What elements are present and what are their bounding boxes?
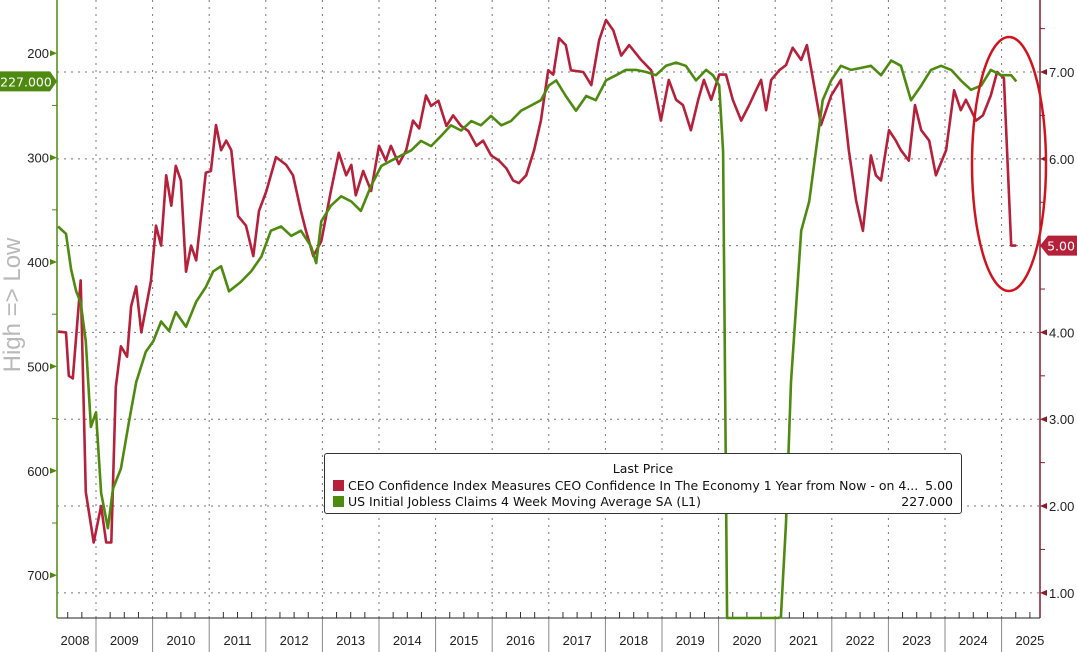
right-tick-label: 1.00 bbox=[1049, 586, 1074, 601]
x-tick-label: 2025 bbox=[1015, 633, 1044, 648]
x-tick-label: 2023 bbox=[902, 633, 931, 648]
legend-value: 227.000 bbox=[901, 493, 953, 509]
ceo-confidence-line bbox=[57, 18, 1017, 544]
grid bbox=[57, 0, 1040, 618]
left-tick-label: 700 bbox=[27, 568, 49, 583]
legend-name: US Initial Jobless Claims 4 Week Moving … bbox=[348, 493, 701, 509]
right-tick-marker bbox=[1040, 503, 1047, 510]
annotation-ellipse bbox=[970, 35, 1048, 293]
left-tick-label: 500 bbox=[27, 359, 49, 374]
right-tick-marker bbox=[1040, 416, 1047, 423]
x-tick-label: 2022 bbox=[846, 633, 875, 648]
x-tick-label: 2020 bbox=[732, 633, 761, 648]
left-tick-label: 400 bbox=[27, 255, 49, 270]
x-tick-label: 2014 bbox=[393, 633, 422, 648]
right-tick-label: 4.00 bbox=[1049, 325, 1074, 340]
right-last-value-text: 5.00 bbox=[1047, 239, 1075, 254]
right-tick-marker bbox=[1040, 69, 1047, 76]
left-tick-marker bbox=[50, 50, 57, 57]
x-tick-label: 2016 bbox=[506, 633, 535, 648]
left-tick-marker bbox=[50, 259, 57, 266]
x-tick-label: 2010 bbox=[166, 633, 195, 648]
x-tick-label: 2008 bbox=[61, 633, 90, 648]
left-tick-label: 600 bbox=[27, 464, 49, 479]
legend-swatch bbox=[333, 495, 344, 507]
right-tick-marker bbox=[1040, 329, 1047, 336]
jobless-claims-line bbox=[57, 59, 1018, 620]
x-tick-label: 2017 bbox=[563, 633, 592, 648]
right-tick-marker bbox=[1040, 589, 1047, 596]
left-last-value-tag bbox=[0, 71, 57, 92]
x-tick-label: 2015 bbox=[449, 633, 478, 648]
right-tick-label: 2.00 bbox=[1049, 499, 1074, 514]
left-axis-label: High => Low bbox=[0, 237, 26, 372]
left-tick-label: 200 bbox=[27, 46, 49, 61]
x-tick-label: 2009 bbox=[110, 633, 139, 648]
left-tick-marker bbox=[50, 154, 57, 161]
left-last-value-text: 227.000 bbox=[0, 74, 52, 89]
x-tick-label: 2013 bbox=[336, 633, 365, 648]
x-tick-label: 2018 bbox=[619, 633, 648, 648]
legend-value: 5.00 bbox=[925, 477, 953, 493]
left-tick-marker bbox=[50, 467, 57, 474]
legend-swatch bbox=[333, 479, 344, 491]
right-tick-label: 3.00 bbox=[1049, 412, 1074, 427]
x-tick-label: 2011 bbox=[224, 633, 252, 648]
x-tick-label: 2019 bbox=[676, 633, 705, 648]
x-tick-label: 2021 bbox=[789, 633, 818, 648]
left-tick-marker bbox=[50, 572, 57, 579]
legend: Last Price CEO Confidence Index Measures… bbox=[324, 453, 962, 514]
right-tick-label: 7.00 bbox=[1049, 65, 1074, 80]
x-tick-label: 2024 bbox=[959, 633, 988, 648]
legend-name: CEO Confidence Index Measures CEO Confid… bbox=[348, 477, 919, 493]
series-group bbox=[57, 18, 1018, 620]
left-tick-label: 300 bbox=[27, 151, 49, 166]
legend-header: Last Price bbox=[612, 461, 674, 476]
legend-entry-jobless-claims: US Initial Jobless Claims 4 Week Moving … bbox=[325, 493, 961, 509]
legend-entry-ceo-confidence: CEO Confidence Index Measures CEO Confid… bbox=[325, 477, 961, 493]
left-tick-marker bbox=[50, 363, 57, 370]
last-value-tags: 227.000 5.00 bbox=[0, 71, 1077, 256]
x-tick-label: 2012 bbox=[280, 633, 309, 648]
right-tick-label: 6.00 bbox=[1049, 152, 1074, 167]
right-last-value-tag bbox=[1040, 235, 1077, 256]
